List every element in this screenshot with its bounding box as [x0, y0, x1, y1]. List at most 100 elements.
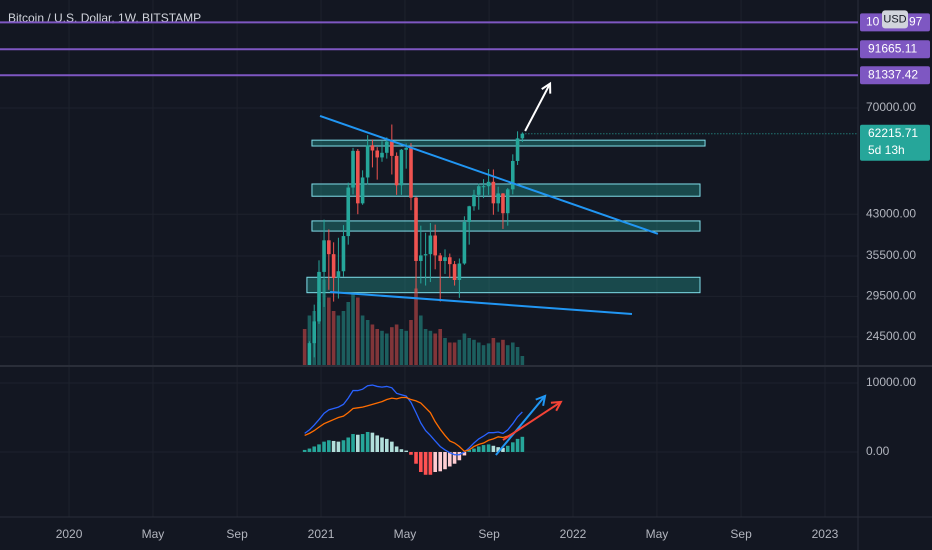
volume-bar: [510, 342, 515, 365]
macd-tick-label: 10000.00: [866, 375, 916, 389]
macd-arrow-head: [535, 394, 547, 406]
support-zone: [311, 220, 701, 232]
volume-bar: [457, 339, 462, 365]
candle-body: [447, 257, 452, 265]
candle-body: [462, 221, 467, 264]
volume-bar: [438, 329, 443, 365]
macd-histogram-bar: [486, 444, 491, 452]
candle-body: [404, 147, 408, 150]
last-price-bg: [860, 124, 930, 161]
volume-bar: [476, 342, 481, 365]
candle-body: [491, 181, 496, 204]
volume-bar: [375, 329, 380, 365]
x-tick-label: 2021: [308, 527, 335, 541]
support-zone: [306, 276, 701, 294]
level-label: 91665.11: [868, 41, 917, 55]
macd-histogram-bar: [505, 445, 510, 452]
macd-histogram-bar: [302, 449, 307, 452]
volume-bar: [365, 320, 370, 365]
candle-body: [428, 235, 433, 255]
volume-bar: [409, 320, 413, 365]
volume-bar: [505, 345, 510, 365]
volume-bar: [520, 356, 525, 365]
volume-bar: [491, 338, 496, 365]
last-price-label: 62215.71: [868, 126, 918, 140]
macd-histogram-bar: [394, 446, 399, 452]
macd-arrow-head: [550, 400, 563, 412]
forecast-arrow: [524, 83, 551, 132]
macd-arrow: [502, 401, 562, 441]
candle-body: [452, 264, 457, 280]
grid: [0, 0, 858, 517]
volume-bar: [384, 333, 389, 365]
volume-bar: [351, 293, 355, 365]
macd-histogram-bar: [443, 451, 447, 470]
macd-histogram-bar: [414, 451, 418, 464]
volume-bar: [462, 333, 467, 365]
volume-bar: [447, 342, 452, 365]
volume-bar: [336, 315, 341, 365]
volume-bar: [423, 329, 428, 365]
macd-histogram-bar: [472, 448, 476, 452]
countdown-label: 5d 13h: [868, 143, 905, 157]
macd-histogram-bar: [481, 445, 486, 452]
volume-bar: [501, 339, 505, 365]
volume-bar: [472, 339, 476, 365]
macd-histogram-bar: [501, 447, 505, 452]
volume-bar: [302, 329, 307, 365]
candle-body: [472, 194, 476, 207]
macd-histogram-bar: [390, 441, 394, 452]
candle-body: [443, 257, 447, 261]
macd-histogram-bar: [457, 451, 462, 461]
volume-bar: [331, 311, 336, 365]
candle-body: [312, 321, 317, 344]
support-zone: [311, 139, 706, 147]
macd-histogram-bar: [419, 451, 423, 473]
candle-body: [384, 141, 389, 153]
volume-bar: [443, 338, 447, 365]
candle-body: [486, 181, 491, 187]
macd-histogram-bar: [307, 448, 312, 452]
volume-bar: [515, 347, 520, 365]
candle-body: [394, 155, 399, 186]
volume-bar: [360, 315, 365, 365]
candle-body: [351, 150, 355, 188]
macd-pane: [302, 384, 563, 475]
macd-histogram-bar: [327, 440, 331, 452]
volume-bar: [394, 324, 399, 365]
x-tick-label: Sep: [226, 527, 248, 541]
volume-bar: [356, 297, 360, 365]
macd-histogram-bar: [312, 446, 317, 452]
macd-histogram-bar: [404, 450, 408, 452]
y-tick-label: 35500.00: [866, 248, 916, 262]
volume-bar: [380, 330, 384, 365]
macd-tick-label: 0.00: [866, 444, 890, 458]
volume-bar: [399, 329, 404, 365]
currency-badge: USD: [883, 13, 906, 25]
volume-bar: [370, 324, 375, 365]
macd-histogram-bar: [438, 451, 443, 472]
volume-bar: [496, 342, 500, 365]
volume-bar: [327, 297, 331, 365]
x-tick-label: May: [394, 527, 417, 541]
macd-histogram-bar: [331, 440, 336, 452]
x-tick-label: Sep: [478, 527, 500, 541]
candle-body: [341, 236, 346, 272]
macd-histogram-bar: [510, 442, 515, 452]
candle-body: [501, 193, 505, 214]
candle-body: [496, 193, 500, 204]
candle-body: [322, 240, 326, 272]
candle-body: [505, 189, 510, 214]
signal-line: [304, 396, 523, 453]
macd-histogram-bar: [384, 438, 389, 452]
currency-badge-bg: [882, 10, 908, 29]
macd-histogram-bar: [467, 449, 471, 452]
candle-body: [409, 147, 413, 198]
y-tick-label: 43000.00: [866, 206, 916, 220]
x-tick-label: 2023: [812, 527, 839, 541]
volume-bar: [486, 343, 491, 365]
volume-bar: [428, 330, 433, 365]
macd-histogram-bar: [423, 451, 428, 475]
